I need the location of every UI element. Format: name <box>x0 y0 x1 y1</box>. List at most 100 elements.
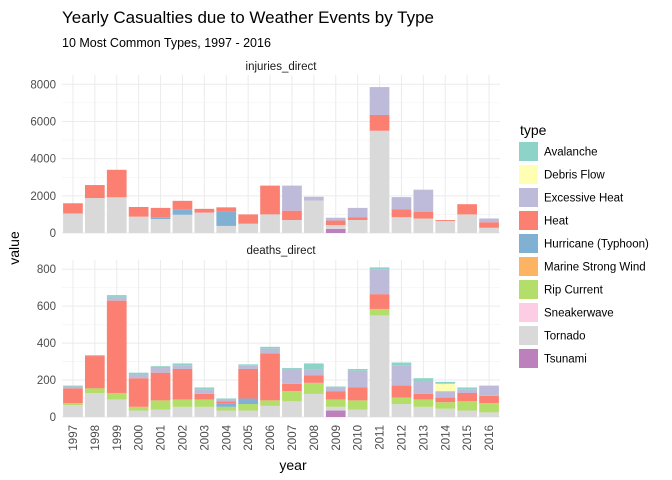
y-tick-label: 0 <box>50 412 56 424</box>
bar-avalanche-2000 <box>128 372 149 375</box>
legend-key <box>519 326 538 345</box>
bar-hurricane-typhoon-2005 <box>238 398 259 405</box>
legend-label: Heat <box>544 216 569 228</box>
bar-tornado-2015 <box>457 410 478 417</box>
bar-tornado-2003 <box>194 212 215 233</box>
bar-rip-current-2016 <box>479 403 499 413</box>
bar-rip-current-2007 <box>282 391 302 402</box>
bars <box>63 267 499 417</box>
bar-tsunami-2009 <box>325 228 346 233</box>
bar-avalanche-2014 <box>435 381 456 384</box>
bar-heat-2011 <box>369 114 390 131</box>
bar-tornado-2013 <box>413 218 434 233</box>
bar-rip-current-2003 <box>194 399 215 407</box>
bar-rip-current-1998 <box>84 388 105 393</box>
bar-heat-2000 <box>128 378 149 407</box>
strip-label: injuries_direct <box>246 61 318 73</box>
bar-excessive-heat-2002 <box>172 365 193 369</box>
bar-heat-2005 <box>238 368 259 399</box>
y-tick-label: 200 <box>37 375 56 387</box>
bar-tornado-2011 <box>369 130 390 233</box>
bar-rip-current-2011 <box>369 308 390 316</box>
legend-key <box>519 303 538 322</box>
bar-heat-2009 <box>325 391 346 400</box>
bar-tornado-2003 <box>194 406 215 417</box>
bar-excessive-heat-2012 <box>391 197 412 210</box>
bar-avalanche-1997 <box>63 385 83 387</box>
bar-heat-2012 <box>391 385 412 398</box>
bar-tornado-2006 <box>260 405 280 417</box>
x-axis-title: year <box>279 457 307 473</box>
bar-avalanche-2003 <box>194 387 215 390</box>
bar-heat-2000 <box>128 206 149 217</box>
bar-tornado-2008 <box>303 393 324 417</box>
bar-heat-2005 <box>238 214 259 224</box>
bar-heat-2016 <box>479 222 499 228</box>
bar-heat-2002 <box>172 368 193 400</box>
bar-hurricane-typhoon-2002 <box>172 209 193 215</box>
bar-tornado-2012 <box>391 404 412 417</box>
bar-excessive-heat-2016 <box>479 385 499 396</box>
bar-avalanche-2002 <box>172 363 193 366</box>
bar-tornado-2007 <box>282 219 302 233</box>
bar-heat-1999 <box>106 300 127 393</box>
bar-tornado-2013 <box>413 406 434 417</box>
bar-tornado-1998 <box>84 392 105 417</box>
bar-avalanche-2013 <box>413 378 434 381</box>
bar-rip-current-2013 <box>413 399 434 407</box>
bar-hurricane-typhoon-2004 <box>216 211 237 226</box>
bar-tornado-2004 <box>216 225 237 233</box>
y-tick-label: 800 <box>37 264 56 276</box>
bar-excessive-heat-2011 <box>369 269 390 295</box>
bar-avalanche-2008 <box>303 363 324 370</box>
bar-rip-current-2001 <box>150 400 171 410</box>
bar-tornado-2010 <box>347 409 368 417</box>
bar-rip-current-1997 <box>63 403 83 405</box>
chart-subtitle: 10 Most Common Types, 1997 - 2016 <box>62 36 271 50</box>
legend-key <box>519 257 538 276</box>
bar-excessive-heat-2008 <box>303 369 324 376</box>
bar-heat-2013 <box>413 393 434 400</box>
bar-heat-2016 <box>479 395 499 404</box>
x-tick-label: 2007 <box>287 425 299 451</box>
bar-rip-current-2005 <box>238 404 259 411</box>
bar-excessive-heat-2009 <box>325 387 346 392</box>
bar-tornado-2001 <box>150 219 171 233</box>
bar-tornado-2007 <box>282 401 302 417</box>
panel-deaths-direct: deaths_direct 0 200 400 600 800 <box>37 245 500 424</box>
bar-heat-2015 <box>457 204 478 215</box>
panel-injuries-direct: injuries_direct 0 2000 4000 6000 8000 <box>30 61 500 240</box>
bar-excessive-heat-2012 <box>391 365 412 386</box>
bar-heat-1997 <box>63 203 83 214</box>
bar-heat-2004 <box>216 401 237 404</box>
bar-excessive-heat-2013 <box>413 380 434 394</box>
legend-key <box>519 142 538 161</box>
bar-tornado-2010 <box>347 219 368 233</box>
bar-rip-current-2010 <box>347 400 368 410</box>
bar-heat-2003 <box>194 393 215 400</box>
y-tick-label: 600 <box>37 301 56 313</box>
legend-key <box>519 211 538 230</box>
x-tick-label: 2011 <box>375 425 387 450</box>
chart-title: Yearly Casualties due to Weather Events … <box>62 8 434 27</box>
bar-rip-current-2009 <box>325 399 346 407</box>
legend-key <box>519 234 538 253</box>
y-tick-label: 0 <box>50 228 56 240</box>
bar-rip-current-2002 <box>172 399 193 407</box>
bar-heat-2004 <box>216 207 237 212</box>
y-tick-label: 8000 <box>30 79 56 91</box>
bar-tsunami-2009 <box>325 410 346 417</box>
bar-rip-current-2000 <box>128 406 149 411</box>
bar-avalanche-1998 <box>84 355 105 357</box>
legend-label: Avalanche <box>544 147 598 159</box>
bar-tornado-2015 <box>457 214 478 233</box>
x-tick-label: 1999 <box>112 425 124 451</box>
bar-heat-2010 <box>347 387 368 401</box>
y-tick-label: 4000 <box>30 154 56 166</box>
x-tick-label: 2012 <box>396 425 408 451</box>
bar-excessive-heat-2003 <box>194 389 215 394</box>
legend: Avalanche Debris Flow Excessive Heat Heat Hu… <box>519 142 649 368</box>
x-tick-label: 2009 <box>331 425 343 451</box>
bar-heat-2007 <box>282 383 302 392</box>
